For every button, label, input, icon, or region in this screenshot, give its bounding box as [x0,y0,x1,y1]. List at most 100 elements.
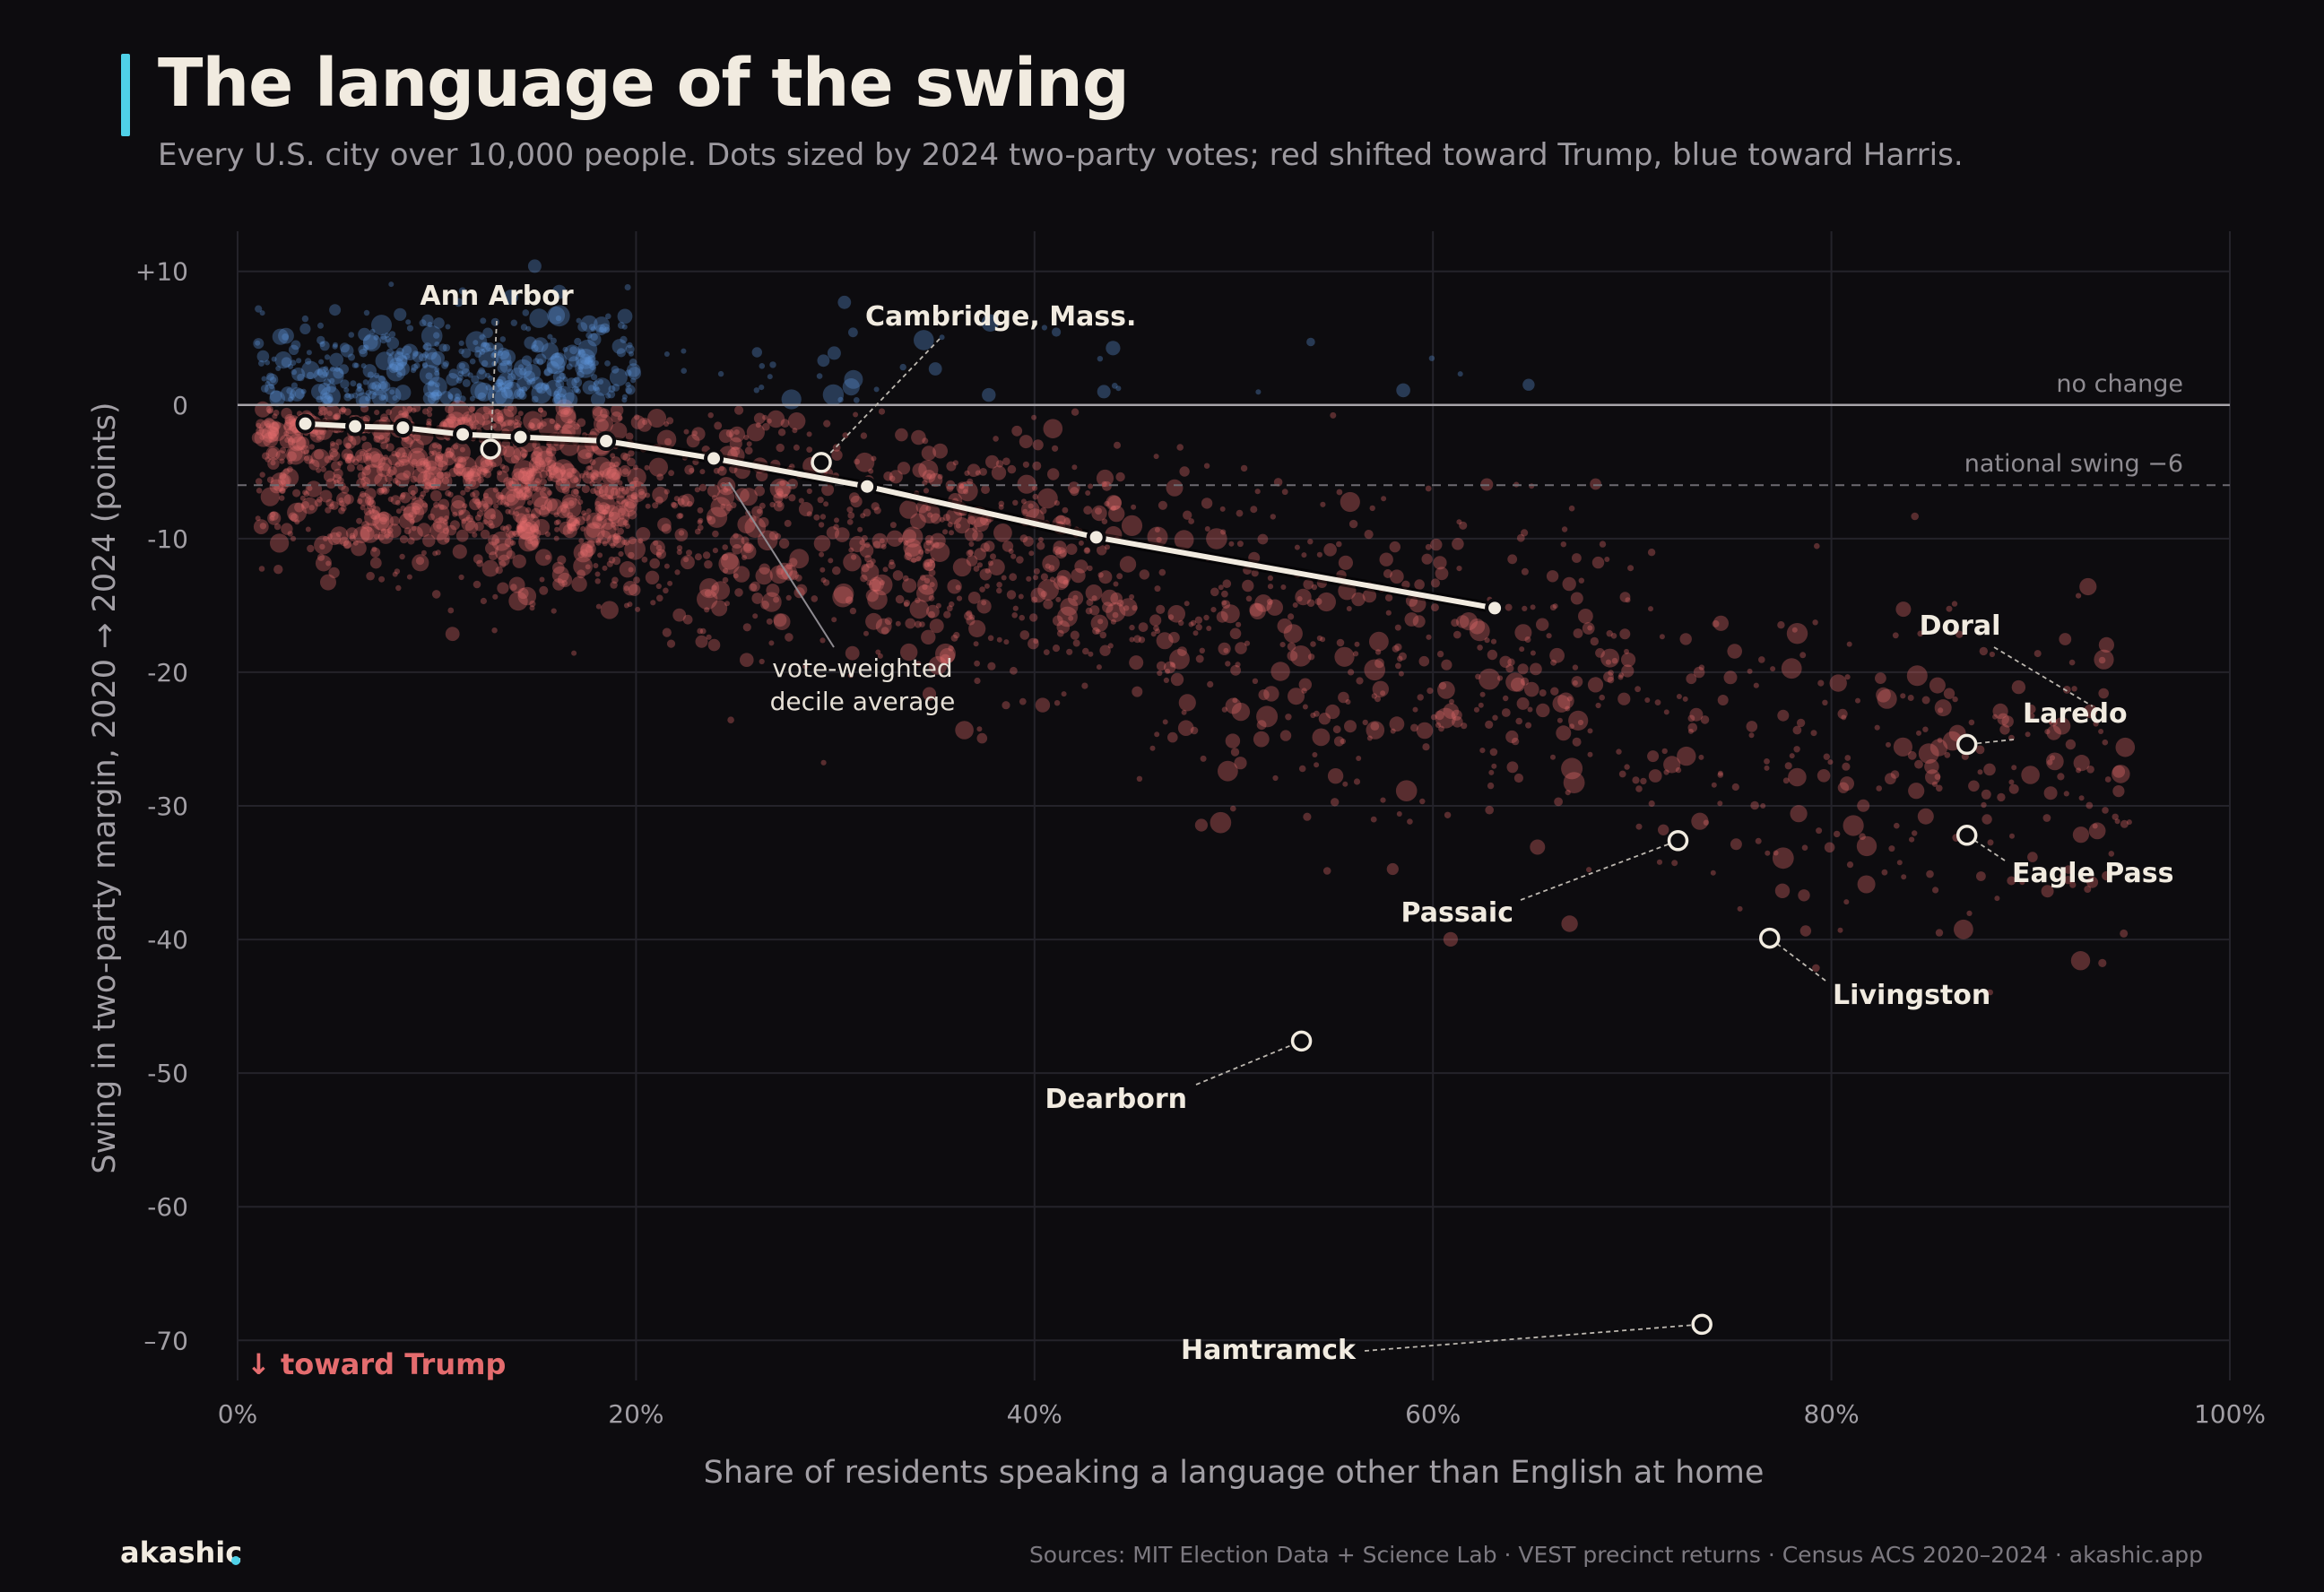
city-dot [966,610,973,618]
city-dot [1052,327,1062,337]
city-dot [2115,737,2136,757]
city-dot [543,367,553,376]
y-tick-label: -50 [147,1059,188,1088]
city-dot [429,450,435,456]
city-dot [430,489,442,502]
city-dot [911,558,917,564]
city-dot [1037,579,1059,601]
city-dot [464,418,470,424]
city-dot [465,331,488,353]
city-dot [279,472,287,480]
city-dot [902,526,924,548]
city-dot [377,528,394,544]
city-dot [412,350,419,357]
city-dot [1060,598,1079,616]
city-dot [458,340,464,346]
city-dot [267,430,277,440]
city-dot [329,450,341,462]
city-dot [586,540,595,549]
city-dot [307,544,315,553]
city-dot [544,456,551,463]
city-dot [419,365,440,385]
city-dot [1810,730,1817,737]
city-dot [1435,707,1456,729]
city-dot [395,361,411,376]
city-dot [574,337,582,346]
city-dot [1798,889,1810,902]
city-dot [480,597,488,605]
city-dot [861,534,868,541]
city-dot [529,605,535,611]
city-dot [857,526,863,532]
city-dot [2068,659,2076,666]
city-dot [1557,692,1574,710]
city-dot [924,558,936,571]
city-dot [279,468,299,488]
city-dot [567,527,574,534]
city-dot [1549,647,1565,663]
city-dot [806,488,812,495]
city-dot [421,363,429,369]
city-dot [1648,800,1655,808]
city-dot [503,403,517,418]
city-dot [2048,718,2054,724]
city-dot [1456,519,1462,525]
city-dot [1083,547,1091,554]
city-dot [504,501,510,507]
city-dot [1419,798,1426,805]
city-dot [832,444,841,452]
city-dot [339,500,345,506]
city-dot [478,347,499,368]
city-dot [707,515,712,521]
city-dot [360,436,367,441]
city-dot [409,518,415,524]
city-dot [853,397,860,403]
city-dot [610,453,616,459]
city-dot [1149,745,1156,751]
city-dot [629,350,634,357]
city-dot [611,403,624,417]
city-dot [974,660,980,667]
city-dot [953,517,970,534]
city-dot [458,509,464,515]
city-dot [653,540,659,546]
city-dot [924,577,931,584]
city-dot [681,368,687,375]
city-dot [1539,689,1547,696]
city-dot [1019,630,1030,640]
city-dot [320,574,336,591]
city-dot [543,384,550,390]
city-dot [362,415,371,423]
city-dot [1698,664,1705,671]
city-dot [702,551,711,559]
city-dot [545,446,557,457]
city-dot [403,506,417,521]
city-dot [268,437,274,443]
city-dot [399,535,409,544]
city-dot [1426,688,1434,695]
city-dot [1572,553,1582,563]
city-dot [942,529,949,535]
city-dot [1599,694,1605,701]
city-dot [817,497,824,504]
city-dot [403,527,412,535]
city-dot [847,512,855,519]
city-dot [336,477,344,485]
city-dot [859,540,865,546]
axes: 0% 20% 40% 60% 80% 100%+100-10-20-30-40-50-60… [87,257,2266,1491]
city-dot [603,505,620,522]
city-dot [1422,743,1430,751]
city-dot [463,471,474,482]
city-dot [1812,964,1820,973]
city-dot [1210,607,1217,613]
y-tick-label: -60 [147,1192,188,1222]
city-dot [419,353,428,362]
city-dot [369,382,377,390]
city-dot [348,332,355,338]
city-dot [1007,464,1017,474]
city-dot [552,395,561,405]
city-dot [1254,489,1261,495]
city-dot [524,487,531,494]
city-dot [733,573,739,579]
city-dot [422,466,444,488]
